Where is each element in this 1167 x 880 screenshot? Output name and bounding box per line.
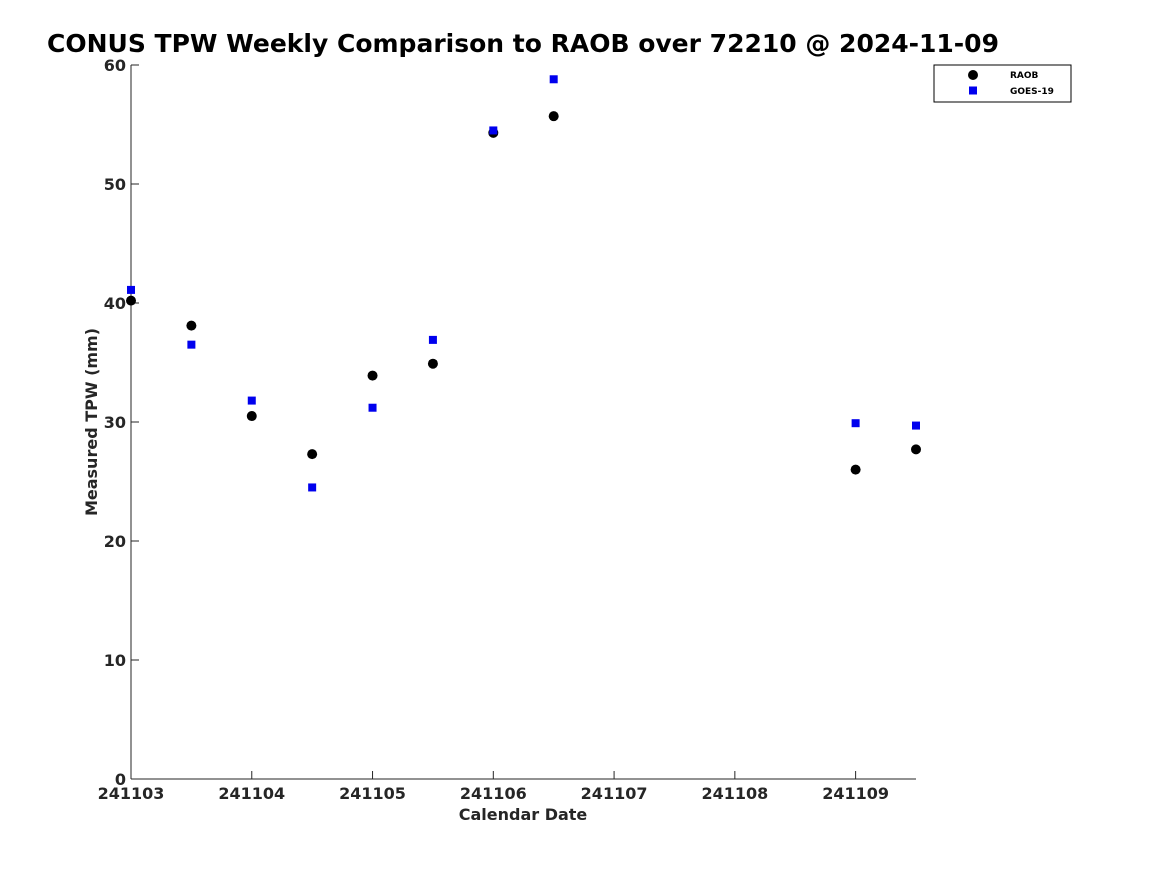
- y-tick-label: 20: [104, 532, 126, 551]
- legend-label-raob: RAOB: [1010, 71, 1039, 81]
- raob-point: [307, 449, 318, 460]
- goes-19-point: [428, 335, 437, 344]
- goes-19-point: [368, 403, 377, 412]
- raob-point: [246, 411, 257, 422]
- x-tick-label: 241107: [581, 784, 648, 803]
- legend-label-goes: GOES-19: [1010, 87, 1054, 97]
- y-tick-label: 10: [104, 651, 126, 670]
- raob-point: [850, 464, 861, 475]
- y-tick-label: 60: [104, 56, 126, 75]
- goes-19-point: [851, 419, 860, 428]
- chart-title: CONUS TPW Weekly Comparison to RAOB over…: [47, 29, 999, 58]
- raob-point: [548, 111, 559, 122]
- goes-19-point: [308, 483, 317, 492]
- x-axis-label: Calendar Date: [459, 805, 588, 824]
- x-tick-label: 241108: [701, 784, 768, 803]
- x-ticks: 241103 241104 241105 241106 241107 241108 2411…: [98, 771, 889, 803]
- goes-19-point: [127, 285, 135, 294]
- raob-point: [427, 358, 438, 369]
- goes-19-point: [247, 396, 256, 405]
- y-tick-label: 40: [104, 294, 126, 313]
- y-tick-label: 50: [104, 175, 126, 194]
- legend-marker-goes: [969, 86, 977, 95]
- legend: RAOB GOES-19: [933, 64, 1072, 103]
- y-ticks: 0 10 20 30 40 50 60: [104, 56, 139, 789]
- x-tick-label: 241104: [218, 784, 285, 803]
- y-tick-label: 0: [115, 770, 126, 789]
- raob-point: [367, 370, 378, 381]
- x-tick-label: 241109: [822, 784, 889, 803]
- raob-point: [186, 320, 197, 331]
- legend-marker-raob: [968, 70, 978, 80]
- x-tick-label: 241106: [460, 784, 527, 803]
- x-tick-label: 241103: [98, 784, 165, 803]
- goes-19-point: [187, 340, 196, 349]
- x-tick-label: 241105: [339, 784, 406, 803]
- goes-19-point: [912, 421, 920, 430]
- raob-point: [911, 444, 921, 455]
- raob-point: [126, 295, 136, 306]
- goes-19-point: [489, 126, 498, 135]
- goes-19-point: [549, 75, 558, 84]
- y-axis-label: Measured TPW (mm): [82, 328, 101, 516]
- legend-box: [933, 64, 1072, 103]
- plot-points: [126, 75, 921, 492]
- y-tick-label: 30: [104, 413, 126, 432]
